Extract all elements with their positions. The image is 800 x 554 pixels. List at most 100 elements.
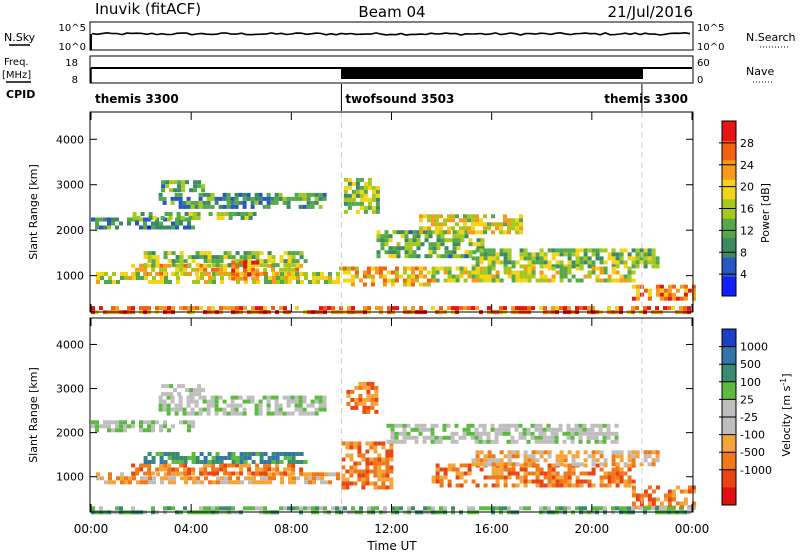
heat-cell bbox=[140, 480, 144, 485]
heat-cell bbox=[288, 276, 292, 280]
heat-cell bbox=[204, 280, 208, 284]
heat-cell bbox=[389, 449, 394, 454]
heat-cell bbox=[418, 431, 423, 436]
heat-cell bbox=[212, 480, 216, 485]
heat-cell bbox=[304, 472, 308, 477]
heat-cell bbox=[318, 204, 323, 209]
heat-cell bbox=[365, 457, 370, 462]
heat-cell bbox=[116, 476, 120, 481]
heat-cell bbox=[199, 306, 203, 311]
heat-cell bbox=[183, 225, 187, 230]
heat-cell bbox=[406, 423, 411, 428]
heat-cell bbox=[347, 197, 352, 202]
heat-cell bbox=[216, 216, 221, 220]
power-colorbar-label: Power [dB] bbox=[759, 183, 772, 243]
heat-cell bbox=[503, 306, 507, 311]
heat-cell bbox=[463, 479, 468, 484]
heat-cell bbox=[422, 423, 427, 428]
heat-cell bbox=[353, 465, 358, 470]
heat-cell bbox=[202, 407, 207, 412]
heat-cell bbox=[310, 192, 315, 197]
heat-cell bbox=[179, 263, 184, 268]
heat-cell bbox=[455, 467, 460, 472]
heat-cell bbox=[156, 472, 160, 477]
y-tick-label: 2000 bbox=[56, 427, 84, 440]
heat-cell bbox=[522, 427, 527, 432]
heat-cell bbox=[357, 445, 362, 450]
heat-cell bbox=[375, 306, 379, 311]
heat-cell bbox=[631, 454, 636, 459]
heat-cell bbox=[177, 180, 182, 185]
heat-cell bbox=[203, 255, 208, 260]
heat-cell bbox=[235, 251, 240, 256]
heat-cell bbox=[479, 256, 484, 261]
heat-cell bbox=[143, 271, 148, 276]
heat-cell bbox=[354, 274, 359, 279]
heat-cell bbox=[349, 481, 354, 486]
heat-cell bbox=[547, 506, 551, 511]
heat-cell bbox=[343, 177, 348, 182]
heat-cell bbox=[463, 266, 468, 271]
heat-cell bbox=[127, 221, 131, 226]
heat-cell bbox=[203, 463, 208, 468]
heat-cell bbox=[287, 456, 292, 460]
heat-cell bbox=[107, 217, 111, 222]
heat-cell bbox=[599, 462, 604, 467]
heat-cell bbox=[108, 472, 112, 477]
heat-cell bbox=[290, 196, 295, 201]
heat-cell bbox=[482, 439, 487, 444]
heat-cell bbox=[559, 252, 564, 257]
heat-cell bbox=[371, 189, 376, 194]
heat-cell bbox=[446, 435, 451, 440]
heat-cell bbox=[635, 248, 640, 253]
heat-cell bbox=[627, 278, 632, 283]
heat-cell bbox=[226, 204, 231, 209]
heat-cell bbox=[471, 264, 476, 269]
heat-cell bbox=[365, 473, 370, 478]
heat-cell bbox=[373, 457, 378, 462]
heat-cell bbox=[365, 441, 370, 446]
heat-cell bbox=[578, 439, 583, 444]
heat-cell bbox=[538, 423, 543, 428]
heat-cell bbox=[430, 423, 435, 428]
heat-cell bbox=[299, 506, 303, 511]
heat-cell bbox=[583, 252, 588, 257]
heat-cell bbox=[431, 274, 436, 279]
heat-cell bbox=[167, 225, 171, 230]
heat-cell bbox=[531, 462, 536, 467]
heat-cell bbox=[639, 506, 643, 511]
heat-cell bbox=[450, 439, 455, 444]
heat-cell bbox=[518, 423, 523, 428]
heat-cell bbox=[471, 230, 475, 235]
heat-cell bbox=[278, 407, 283, 412]
heat-cell bbox=[318, 399, 323, 404]
heat-cell bbox=[144, 476, 148, 481]
heat-cell bbox=[439, 483, 444, 488]
heat-cell bbox=[274, 399, 279, 404]
heat-cell bbox=[491, 260, 496, 265]
heat-cell bbox=[177, 392, 182, 397]
heat-cell bbox=[464, 234, 469, 239]
heat-cell bbox=[448, 250, 453, 255]
heat-cell bbox=[147, 420, 151, 425]
heat-cell bbox=[166, 411, 171, 416]
heat-cell bbox=[499, 248, 504, 253]
heat-cell bbox=[547, 483, 552, 488]
heat-cell bbox=[258, 196, 263, 201]
heat-cell bbox=[412, 242, 417, 247]
heat-cell bbox=[602, 439, 607, 444]
heat-cell bbox=[587, 483, 592, 488]
heat-cell bbox=[691, 489, 696, 494]
heat-cell bbox=[370, 393, 375, 398]
heat-cell bbox=[567, 252, 572, 257]
heat-cell bbox=[280, 476, 284, 481]
heat-cell bbox=[197, 392, 202, 397]
heat-cell bbox=[206, 196, 211, 201]
heat-cell bbox=[198, 192, 203, 197]
heat-cell bbox=[422, 274, 427, 279]
heat-cell bbox=[235, 306, 239, 311]
heat-cell bbox=[165, 384, 170, 389]
heat-cell bbox=[519, 256, 524, 261]
heat-cell bbox=[471, 274, 476, 279]
